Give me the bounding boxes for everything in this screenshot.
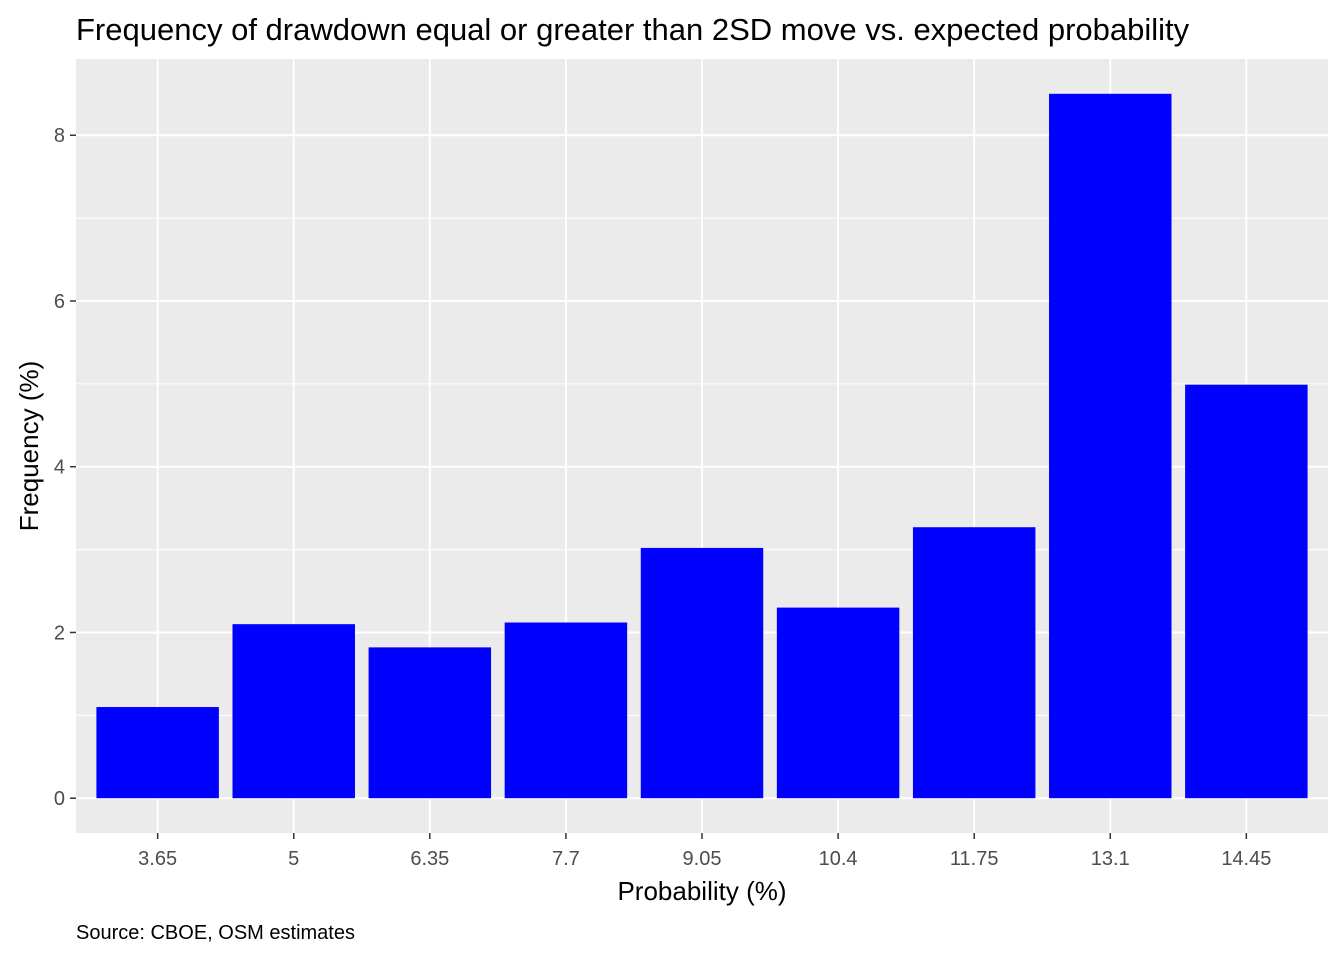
chart-title: Frequency of drawdown equal or greater t… — [76, 12, 1190, 47]
x-tick-label: 10.4 — [819, 848, 858, 870]
x-tick-label: 14.45 — [1221, 848, 1271, 870]
bar-10-4 — [776, 607, 900, 799]
bar-13-1 — [1049, 93, 1172, 799]
y-axis-title: Frequency (%) — [14, 361, 44, 532]
y-tick-label: 0 — [54, 788, 65, 810]
bar-5 — [232, 624, 355, 799]
y-tick-label: 2 — [54, 622, 65, 644]
bar-14-45 — [1185, 384, 1308, 799]
x-tick-label: 5 — [288, 848, 299, 870]
x-tick-label: 6.35 — [410, 848, 449, 870]
x-axis: 3.65 5 6.35 7.7 9.05 10.4 11.75 13.1 14.45 — [138, 833, 1271, 870]
x-tick-label: 11.75 — [950, 848, 999, 870]
bar-6-35 — [368, 647, 492, 799]
y-tick-label: 4 — [54, 457, 65, 479]
x-tick-label: 9.05 — [683, 848, 722, 870]
x-axis-title: Probability (%) — [617, 876, 786, 906]
x-tick-label: 13.1 — [1091, 848, 1130, 870]
y-axis: 0 2 4 6 8 — [54, 125, 76, 810]
y-tick-label: 6 — [54, 291, 65, 313]
y-tick-label: 8 — [54, 125, 65, 147]
chart-caption: Source: CBOE, OSM estimates — [76, 922, 355, 944]
bar-11-75 — [912, 527, 1036, 799]
x-tick-label: 7.7 — [552, 848, 580, 870]
bar-3-65 — [96, 707, 219, 799]
x-tick-label: 3.65 — [138, 848, 177, 870]
bars — [96, 93, 1308, 799]
bar-7-7 — [504, 622, 628, 799]
bar-9-05 — [640, 547, 764, 799]
